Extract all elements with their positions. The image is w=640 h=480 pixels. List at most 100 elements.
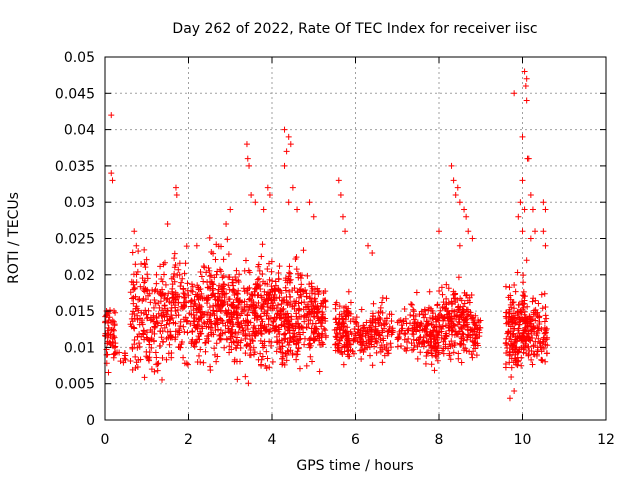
data-point bbox=[219, 302, 226, 309]
data-point bbox=[171, 264, 178, 271]
data-point bbox=[515, 301, 522, 308]
data-point bbox=[512, 288, 519, 295]
data-point bbox=[371, 343, 378, 350]
data-point bbox=[536, 340, 543, 347]
data-point bbox=[301, 318, 308, 325]
data-point bbox=[452, 312, 459, 319]
data-point bbox=[194, 282, 201, 289]
data-point bbox=[243, 342, 250, 349]
data-point bbox=[395, 335, 402, 342]
data-point bbox=[378, 322, 385, 329]
data-point bbox=[316, 368, 323, 375]
data-point bbox=[127, 321, 134, 328]
data-point bbox=[379, 359, 386, 366]
data-point bbox=[454, 184, 461, 191]
data-point bbox=[268, 258, 275, 265]
data-point bbox=[106, 307, 113, 314]
data-point bbox=[441, 335, 448, 342]
data-point bbox=[137, 356, 144, 363]
data-point bbox=[303, 324, 310, 331]
data-point bbox=[428, 361, 435, 368]
data-point bbox=[332, 333, 339, 340]
data-point bbox=[525, 344, 532, 351]
data-point bbox=[207, 318, 214, 325]
data-point bbox=[151, 330, 158, 337]
data-point bbox=[105, 317, 112, 324]
data-point bbox=[261, 322, 268, 329]
data-point bbox=[110, 326, 117, 333]
data-point bbox=[224, 236, 231, 243]
data-point bbox=[342, 228, 349, 235]
data-point bbox=[542, 206, 549, 213]
data-point bbox=[233, 277, 240, 284]
data-point bbox=[147, 299, 154, 306]
data-point bbox=[156, 343, 163, 350]
data-point bbox=[396, 330, 403, 337]
data-point bbox=[183, 318, 190, 325]
data-point bbox=[379, 294, 386, 301]
data-point bbox=[130, 271, 137, 278]
data-point bbox=[196, 336, 203, 343]
data-point bbox=[265, 303, 272, 310]
data-point bbox=[519, 228, 526, 235]
data-point bbox=[140, 328, 147, 335]
data-point bbox=[431, 367, 438, 374]
data-point bbox=[532, 317, 539, 324]
data-point bbox=[429, 310, 436, 317]
data-point bbox=[377, 332, 384, 339]
data-point bbox=[442, 322, 449, 329]
data-point bbox=[439, 291, 446, 298]
data-point bbox=[428, 321, 435, 328]
data-point bbox=[515, 357, 522, 364]
data-point bbox=[527, 235, 534, 242]
data-point bbox=[455, 274, 462, 281]
data-point bbox=[255, 330, 262, 337]
data-point bbox=[375, 319, 382, 326]
data-point bbox=[542, 242, 549, 249]
data-point bbox=[180, 354, 187, 361]
data-point bbox=[205, 265, 212, 272]
data-point bbox=[208, 292, 215, 299]
data-point bbox=[340, 320, 347, 327]
data-point bbox=[379, 346, 386, 353]
data-points bbox=[102, 68, 551, 402]
data-point bbox=[519, 337, 526, 344]
data-point bbox=[243, 301, 250, 308]
data-point bbox=[401, 305, 408, 312]
data-point bbox=[508, 374, 515, 381]
data-point bbox=[541, 290, 548, 297]
data-point bbox=[335, 177, 342, 184]
data-point bbox=[286, 288, 293, 295]
data-point bbox=[234, 376, 241, 383]
data-point bbox=[472, 312, 479, 319]
data-point bbox=[529, 361, 536, 368]
data-point bbox=[220, 299, 227, 306]
data-point bbox=[105, 325, 112, 332]
data-point bbox=[130, 279, 137, 286]
data-point bbox=[529, 298, 536, 305]
data-point bbox=[338, 334, 345, 341]
data-point bbox=[134, 344, 141, 351]
data-point bbox=[433, 353, 440, 360]
data-point bbox=[403, 347, 410, 354]
data-point bbox=[388, 317, 395, 324]
data-point bbox=[187, 320, 194, 327]
data-point bbox=[173, 312, 180, 319]
data-point bbox=[535, 300, 542, 307]
data-point bbox=[172, 334, 179, 341]
data-point bbox=[159, 278, 166, 285]
data-point bbox=[341, 343, 348, 350]
data-point bbox=[401, 330, 408, 337]
data-point bbox=[537, 344, 544, 351]
data-point bbox=[469, 354, 476, 361]
data-point bbox=[466, 332, 473, 339]
data-point bbox=[410, 331, 417, 338]
data-point bbox=[161, 259, 168, 266]
data-point bbox=[523, 75, 530, 82]
data-point bbox=[267, 314, 274, 321]
y-tick-label: 0.02 bbox=[64, 268, 95, 284]
data-point bbox=[516, 333, 523, 340]
data-point bbox=[425, 320, 432, 327]
data-point bbox=[220, 273, 227, 280]
data-point bbox=[229, 279, 236, 286]
